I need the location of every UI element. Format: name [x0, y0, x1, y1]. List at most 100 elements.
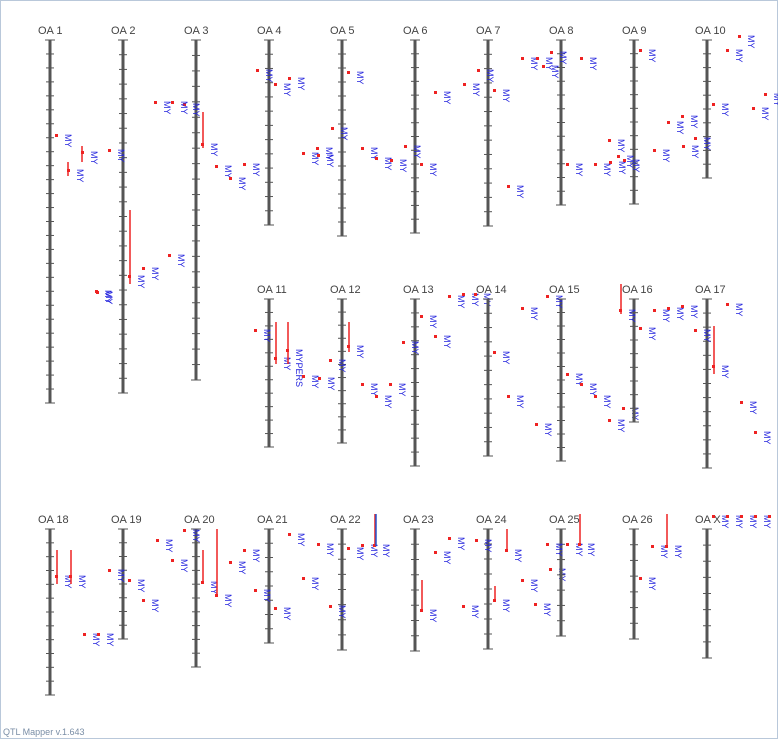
qtl[interactable]: MY	[316, 147, 334, 161]
qtl[interactable]: MY	[361, 147, 379, 161]
qtl[interactable]: MY	[653, 149, 671, 163]
qtl[interactable]: MY	[740, 401, 758, 415]
qtl[interactable]: MY	[256, 69, 274, 83]
qtl[interactable]: MY	[505, 529, 523, 563]
qtl[interactable]: MY	[712, 103, 730, 117]
qtl[interactable]: MY	[171, 101, 189, 115]
qtl[interactable]: MY	[667, 121, 685, 135]
qtl[interactable]: MY	[243, 163, 261, 177]
qtl[interactable]: MY	[594, 163, 612, 177]
qtl[interactable]: MY	[329, 605, 347, 619]
qtl[interactable]: MY	[609, 161, 627, 175]
qtl[interactable]: MY	[375, 395, 393, 409]
qtl[interactable]: MY	[347, 322, 365, 359]
qtl[interactable]: MY	[288, 77, 306, 91]
qtl[interactable]: MY	[623, 159, 641, 173]
qtl[interactable]: MY	[536, 57, 554, 71]
qtl[interactable]: MY	[201, 550, 219, 595]
qtl[interactable]: MY	[619, 284, 637, 323]
qtl[interactable]: MY	[694, 329, 712, 343]
qtl[interactable]: MY	[254, 589, 272, 603]
qtl[interactable]: MY	[681, 305, 699, 319]
qtl[interactable]: MY	[390, 159, 408, 173]
qtl[interactable]: MY	[475, 539, 493, 553]
qtl[interactable]: MY	[229, 177, 247, 191]
qtl[interactable]: MY	[128, 210, 146, 289]
qtl[interactable]: MY	[580, 57, 598, 71]
qtl[interactable]: MY	[274, 83, 292, 97]
qtl[interactable]: MY	[96, 291, 114, 305]
qtl[interactable]: MY	[274, 607, 292, 621]
qtl[interactable]: MY	[521, 307, 539, 321]
qtl[interactable]: MY	[274, 322, 292, 371]
qtl[interactable]: MY	[768, 515, 778, 529]
qtl[interactable]: MY	[434, 335, 452, 349]
qtl[interactable]: MY	[108, 569, 126, 583]
qtl[interactable]: MY	[55, 550, 73, 589]
qtl[interactable]: MY	[373, 514, 391, 558]
qtl[interactable]: MY	[142, 267, 160, 281]
qtl[interactable]: MY	[448, 537, 466, 551]
qtl[interactable]: MY	[694, 137, 712, 151]
qtl[interactable]: MY	[183, 103, 201, 117]
qtl[interactable]: MY	[639, 49, 657, 63]
qtl[interactable]: MY	[546, 543, 564, 557]
qtl[interactable]: MY	[712, 515, 730, 529]
qtl[interactable]: MY	[156, 539, 174, 553]
qtl[interactable]: MY	[463, 83, 481, 97]
qtl[interactable]: MY	[108, 149, 126, 163]
qtl[interactable]: MY	[521, 57, 539, 71]
qtl[interactable]: MY	[97, 633, 115, 647]
qtl[interactable]: MY	[608, 139, 626, 153]
qtl[interactable]: MY	[566, 373, 584, 387]
qtl[interactable]: MY	[726, 49, 744, 63]
qtl[interactable]: MY	[493, 351, 511, 365]
qtl[interactable]: MY	[764, 93, 778, 107]
qtl[interactable]: MY	[67, 162, 85, 183]
qtl[interactable]: MY	[653, 309, 671, 323]
qtl[interactable]: MY	[229, 561, 247, 575]
qtl[interactable]: MY	[434, 551, 452, 565]
qtl[interactable]: MY	[651, 545, 669, 559]
qtl[interactable]: MY	[726, 303, 744, 317]
qtl[interactable]: MY	[740, 515, 758, 529]
qtl[interactable]: MY	[168, 254, 186, 268]
qtl[interactable]: MY	[171, 559, 189, 573]
qtl[interactable]: MY	[726, 515, 744, 529]
qtl[interactable]: MY	[681, 115, 699, 129]
qtl[interactable]: MY	[347, 547, 365, 561]
qtl[interactable]: MY	[215, 529, 233, 608]
qtl[interactable]: MY	[329, 359, 347, 373]
qtl[interactable]: MY	[448, 295, 466, 309]
qtl[interactable]: MY	[55, 134, 73, 148]
qtl[interactable]: MY	[566, 163, 584, 177]
qtl[interactable]: MY	[534, 603, 552, 617]
qtl[interactable]: MY	[404, 145, 422, 159]
qtl[interactable]: MY	[608, 419, 626, 433]
qtl[interactable]: MY	[331, 127, 349, 141]
qtl[interactable]: MY	[81, 146, 99, 165]
qtl[interactable]: MY	[752, 107, 770, 121]
qtl[interactable]: MY	[667, 307, 685, 321]
qtl[interactable]: MY	[288, 533, 306, 547]
qtl[interactable]: MY	[578, 514, 596, 557]
qtl[interactable]: MY	[243, 549, 261, 563]
qtl[interactable]: MY	[420, 580, 438, 623]
qtl[interactable]: MY	[580, 383, 598, 397]
qtl[interactable]: MY	[462, 293, 480, 307]
qtl[interactable]: MY	[201, 112, 219, 157]
qtl[interactable]: MY	[215, 165, 233, 179]
qtl[interactable]: MY	[682, 145, 700, 159]
qtl[interactable]: MY	[665, 514, 683, 559]
qtl[interactable]: MY	[712, 326, 730, 379]
qtl[interactable]: MY	[507, 395, 525, 409]
qtl[interactable]: MY	[550, 51, 568, 65]
qtl[interactable]: MY	[83, 633, 101, 647]
qtl[interactable]: MY	[738, 35, 756, 49]
qtl[interactable]: MY	[254, 329, 272, 343]
qtl[interactable]: MY	[361, 544, 379, 558]
qtl[interactable]: MY	[617, 155, 635, 169]
qtl[interactable]: MY	[302, 577, 320, 591]
qtl[interactable]: MY	[542, 65, 560, 79]
qtl[interactable]: MY	[389, 383, 407, 397]
